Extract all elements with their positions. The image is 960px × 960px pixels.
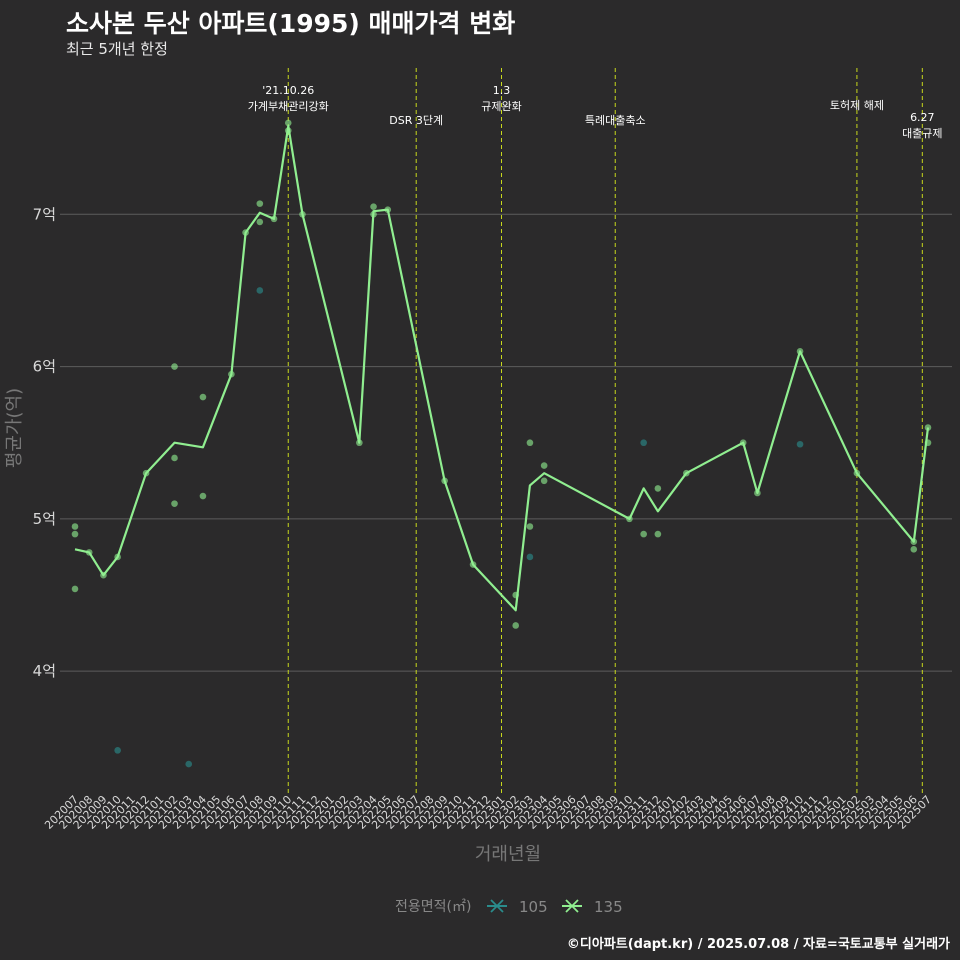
- legend-title: 전용면적(㎡): [395, 899, 471, 915]
- data-point-135: [256, 218, 264, 226]
- series-line-135: [74, 124, 930, 612]
- y-axis-label: 평균가(억): [4, 388, 25, 468]
- data-point-135: [540, 477, 548, 485]
- policy-lines: [287, 68, 923, 793]
- data-point-105: [796, 440, 804, 448]
- policy-annotation: DSR 3단계: [389, 114, 443, 127]
- legend-key-cross: [565, 899, 579, 913]
- data-point-135: [284, 119, 292, 127]
- data-point-135: [71, 530, 79, 538]
- chart-subtitle: 최근 5개년 한정: [66, 40, 168, 58]
- policy-annotation: 가계부채관리강화: [248, 100, 329, 113]
- data-point-135: [171, 454, 178, 462]
- data-point-105: [114, 747, 121, 754]
- data-point-135: [370, 203, 377, 210]
- policy-annotation: 1.3: [493, 84, 511, 97]
- series-layer: [71, 119, 932, 768]
- y-tick-label: 5억: [33, 510, 56, 528]
- y-tick-label: 4억: [33, 662, 56, 680]
- data-point-135: [199, 492, 207, 500]
- gridlines: [60, 213, 952, 672]
- data-point-135: [654, 485, 662, 492]
- source-caption: ©디아파트(dapt.kr) / 2025.07.08 / 자료=국토교통부 실…: [566, 937, 950, 952]
- data-point-135: [71, 585, 79, 593]
- policy-annotation: 대출규제: [902, 127, 942, 140]
- x-axis-label: 거래년월: [475, 844, 541, 865]
- legend-label: 105: [519, 898, 548, 916]
- policy-annotation: '21.10.26: [262, 84, 314, 97]
- y-tick-label: 6억: [33, 358, 56, 376]
- data-point-135: [540, 462, 548, 469]
- legend: 전용면적(㎡) 105 135: [395, 898, 623, 916]
- data-point-135: [199, 393, 207, 401]
- data-point-105: [185, 760, 193, 768]
- data-point-105: [256, 287, 264, 294]
- data-point-135: [256, 200, 264, 207]
- data-point-135: [526, 523, 534, 530]
- data-point-135: [71, 523, 79, 530]
- policy-annotation: 규제완화: [481, 100, 521, 113]
- data-point-135: [640, 530, 647, 538]
- y-axis: 4억 5억 6억 7억: [33, 205, 56, 680]
- legend-item-135: 135: [562, 898, 623, 916]
- policy-annotation: 6.27: [910, 111, 935, 124]
- data-point-135: [512, 622, 520, 629]
- y-tick-label: 7억: [33, 205, 56, 223]
- x-axis: 2020072020082020092020102020112020122021…: [42, 793, 934, 832]
- data-point-135: [171, 363, 178, 370]
- legend-key-cross: [490, 899, 504, 913]
- legend-label: 135: [594, 898, 623, 916]
- policy-annotation: 토허제 해제: [830, 98, 884, 112]
- legend-item-105: 105: [487, 898, 548, 916]
- data-point-135: [526, 439, 534, 447]
- chart-title: 소사본 두산 아파트(1995) 매매가격 변화: [66, 9, 516, 38]
- data-point-105: [526, 553, 534, 561]
- data-point-105: [640, 439, 647, 447]
- data-point-135: [654, 530, 662, 538]
- policy-annotation: 특례대출축소: [585, 114, 646, 127]
- data-point-135: [171, 500, 178, 507]
- data-point-135: [910, 546, 918, 553]
